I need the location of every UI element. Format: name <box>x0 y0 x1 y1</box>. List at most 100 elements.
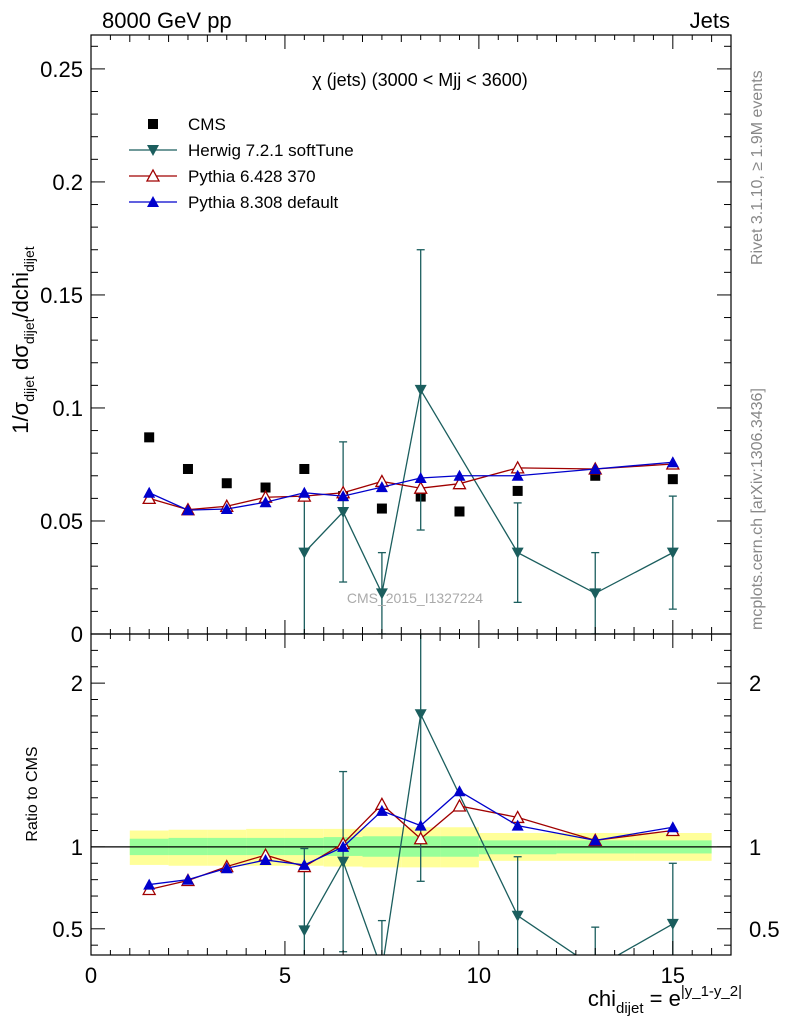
mcplots-label: mcplots.cern.ch [arXiv:1306.3436] <box>749 388 766 630</box>
series-herwig-7-2-1-softtune <box>298 634 679 976</box>
legend-item-pythia-8-308-default: Pythia 8.308 default <box>129 193 339 212</box>
y-tick-label-right: 0.5 <box>749 917 780 942</box>
point-herwig-7-2-1-softtune <box>511 547 524 559</box>
point-cms <box>512 485 523 496</box>
y-tick-label-right: 2 <box>749 671 761 696</box>
point-cms <box>299 463 310 474</box>
legend-marker <box>148 119 158 129</box>
point-herwig-7-2-1-softtune <box>589 963 601 974</box>
y-tick-label-right: 1 <box>749 835 761 860</box>
point-pythia-6-428-370 <box>142 491 157 505</box>
point-cms <box>144 432 155 443</box>
legend-marker <box>145 168 161 182</box>
y-tick-label: 0.2 <box>52 170 83 195</box>
svg-text:1/σdijet dσdijet/dchidijet: 1/σdijet dσdijet/dchidijet <box>8 246 37 434</box>
legend-item-herwig-7-2-1-softtune: Herwig 7.2.1 softTune <box>129 141 354 160</box>
x-tick-label: 15 <box>661 963 685 988</box>
point-cms <box>376 503 387 514</box>
point-pythia-8-308-default <box>220 862 233 874</box>
point-pythia-8-308-default <box>337 840 350 852</box>
legend-item-cms: CMS <box>148 115 226 134</box>
legend-item-pythia-6-428-370: Pythia 6.428 370 <box>129 167 316 186</box>
point-pythia-8-308-default <box>453 785 466 797</box>
point-pythia-8-308-default <box>181 873 194 885</box>
main-title: χ (jets) (3000 < Mjj < 3600) <box>312 70 528 90</box>
point-pythia-8-308-default <box>589 834 602 846</box>
main-frame <box>90 34 732 635</box>
rivet-label: Rivet 3.1.10, ≥ 1.9M events <box>749 70 766 265</box>
point-cms <box>590 470 601 481</box>
y-tick-label: 0.1 <box>52 396 83 421</box>
point-cms <box>260 482 271 493</box>
point-pythia-8-308-default <box>511 819 524 831</box>
point-pythia-8-308-default <box>337 490 350 502</box>
point-pythia-8-308-default <box>259 496 272 508</box>
point-herwig-7-2-1-softtune <box>376 965 388 976</box>
point-pythia-8-308-default <box>181 504 194 516</box>
x-tick-label: 10 <box>467 963 491 988</box>
y-tick-label: 0.25 <box>40 57 83 82</box>
ratio-panel: 0.5 1 2 0 5 10 15 0.5 1 2 Ratio to CMS chidijet =… <box>24 633 780 1017</box>
point-pythia-8-308-default <box>143 878 156 890</box>
legend-marker <box>147 196 159 207</box>
point-herwig-7-2-1-softtune <box>666 547 679 559</box>
series-pythia-8-308-default <box>143 456 679 516</box>
point-pythia-8-308-default <box>375 804 388 816</box>
x-axis-label: chidijet = e|y_1-y_2| <box>588 983 742 1017</box>
point-pythia-6-428-370 <box>413 480 428 494</box>
x-tick-label: 0 <box>85 963 97 988</box>
point-pythia-8-308-default <box>666 821 679 833</box>
point-herwig-7-2-1-softtune <box>298 925 311 937</box>
point-pythia-8-308-default <box>375 481 388 493</box>
header-right: Jets <box>690 8 730 33</box>
point-herwig-7-2-1-softtune <box>337 856 350 868</box>
y-tick-label: 2 <box>71 671 83 696</box>
legend-label: Herwig 7.2.1 softTune <box>188 141 354 160</box>
series-line-pythia-6-428-370 <box>148 463 673 511</box>
legend-label: Pythia 8.308 default <box>188 193 339 212</box>
point-cms <box>221 478 232 489</box>
watermark: CMS_2015_I1327224 <box>347 590 483 606</box>
point-herwig-7-2-1-softtune <box>666 918 679 930</box>
point-pythia-8-308-default <box>511 469 524 481</box>
series-line-pythia-6-428-370 <box>149 803 673 891</box>
y-tick-label: 0.5 <box>52 917 83 942</box>
point-cms <box>667 474 678 485</box>
point-herwig-7-2-1-softtune <box>511 910 524 922</box>
point-pythia-8-308-default <box>589 462 602 474</box>
y-tick-label: 1 <box>71 835 83 860</box>
main-y-axis-label: 1/σdijet dσdijet/dchidijet <box>8 246 37 434</box>
legend-marker <box>147 145 159 156</box>
point-pythia-8-308-default <box>298 858 311 870</box>
y-tick-label: 0.05 <box>40 509 83 534</box>
point-pythia-8-308-default <box>259 854 272 866</box>
svg-text:chidijet = e|y_1-y_2|: chidijet = e|y_1-y_2| <box>588 983 742 1017</box>
point-cms <box>182 463 193 474</box>
series-line-pythia-8-308-default <box>149 790 673 886</box>
point-pythia-8-308-default <box>298 486 311 498</box>
ratio-y-axis-label: Ratio to CMS <box>24 746 41 841</box>
legend: CMS Herwig 7.2.1 softTune Pythia 6.428 370… <box>129 115 354 212</box>
main-panel: 0 0.05 0.1 0.15 0.2 0.25 χ (jets) (3000 < Mjj… <box>8 34 732 647</box>
series-line-pythia-8-308-default <box>148 461 673 511</box>
ratio-frame <box>90 633 732 956</box>
point-herwig-7-2-1-softtune <box>414 384 427 396</box>
y-tick-label: 0.15 <box>40 283 83 308</box>
series-line-herwig-7-2-1-softtune <box>303 388 674 596</box>
point-pythia-6-428-370 <box>413 831 428 845</box>
x-tick-label: 5 <box>279 963 291 988</box>
point-herwig-7-2-1-softtune <box>337 506 350 518</box>
point-pythia-8-308-default <box>666 456 679 468</box>
point-pythia-6-428-370 <box>452 476 467 490</box>
point-pythia-8-308-default <box>414 819 427 831</box>
point-pythia-8-308-default <box>143 486 156 498</box>
point-pythia-6-428-370 <box>452 798 467 812</box>
point-herwig-7-2-1-softtune <box>589 588 602 600</box>
point-cms <box>454 506 465 517</box>
header-left: 8000 GeV pp <box>102 8 232 33</box>
point-herwig-7-2-1-softtune <box>298 547 311 559</box>
series-herwig-7-2-1-softtune <box>298 249 679 634</box>
legend-label: CMS <box>188 115 226 134</box>
y-tick-label: 0 <box>71 622 83 647</box>
